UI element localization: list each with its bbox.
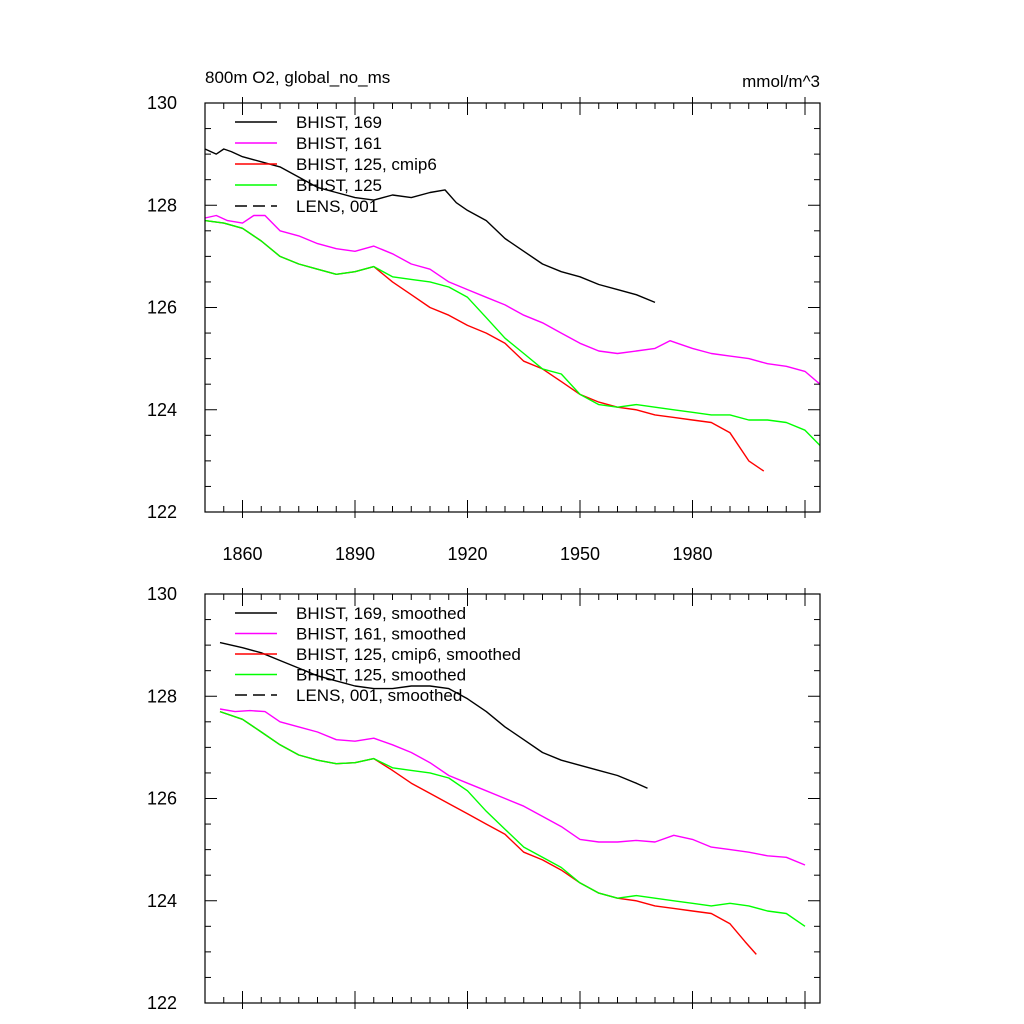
y-tick-label: 130 bbox=[147, 93, 177, 113]
legend-label: LENS, 001, smoothed bbox=[296, 686, 462, 705]
legend-label: BHIST, 169 bbox=[296, 113, 382, 132]
chart-title: 800m O2, global_no_ms bbox=[205, 68, 390, 87]
x-tick-label: 1860 bbox=[222, 544, 262, 564]
legend-label: BHIST, 161 bbox=[296, 134, 382, 153]
series-line bbox=[204, 148, 656, 304]
legend-label: BHIST, 125, smoothed bbox=[296, 666, 466, 685]
y-tick-label: 126 bbox=[147, 298, 177, 318]
x-tick-label: 1890 bbox=[335, 544, 375, 564]
units-label: mmol/m^3 bbox=[742, 72, 820, 91]
top-legend: BHIST, 169 BHIST, 161 BHIST, 125, cmip6 BHI… bbox=[235, 113, 437, 216]
series-line bbox=[219, 710, 806, 927]
y-tick-label: 130 bbox=[147, 584, 177, 604]
series-line bbox=[204, 214, 821, 385]
y-tick-label: 122 bbox=[147, 502, 177, 522]
top-panel: 800m O2, global_no_ms mmol/m^3 122 124 126… bbox=[147, 68, 821, 564]
legend-label: BHIST, 125 bbox=[296, 176, 382, 195]
bottom-series-layer bbox=[219, 641, 806, 955]
bottom-legend: BHIST, 169, smoothed BHIST, 161, smoothed… bbox=[235, 604, 521, 705]
bottom-plot-frame bbox=[204, 593, 821, 1004]
series-line bbox=[204, 219, 765, 472]
x-tick-label: 1980 bbox=[672, 544, 712, 564]
x-tick-label: 1920 bbox=[447, 544, 487, 564]
y-tick-label: 128 bbox=[147, 686, 177, 706]
top-tick-layer: 122 124 126 128 130 1860 1890 1920 1950 1980 bbox=[147, 93, 820, 564]
series-line bbox=[204, 219, 821, 446]
series-line bbox=[219, 710, 757, 955]
legend-label: BHIST, 125, cmip6 bbox=[296, 155, 437, 174]
series-line bbox=[219, 708, 806, 866]
y-tick-label: 128 bbox=[147, 195, 177, 215]
legend-label: BHIST, 169, smoothed bbox=[296, 604, 466, 623]
y-tick-label: 126 bbox=[147, 789, 177, 809]
top-plot-frame bbox=[204, 102, 821, 513]
x-tick-label: 1950 bbox=[560, 544, 600, 564]
y-tick-label: 124 bbox=[147, 891, 177, 911]
top-series-layer bbox=[204, 148, 821, 472]
y-tick-label: 124 bbox=[147, 400, 177, 420]
legend-label: LENS, 001 bbox=[296, 197, 378, 216]
series-line bbox=[219, 641, 648, 789]
legend-label: BHIST, 125, cmip6, smoothed bbox=[296, 645, 521, 664]
legend-label: BHIST, 161, smoothed bbox=[296, 625, 466, 644]
y-tick-label: 122 bbox=[147, 993, 177, 1013]
